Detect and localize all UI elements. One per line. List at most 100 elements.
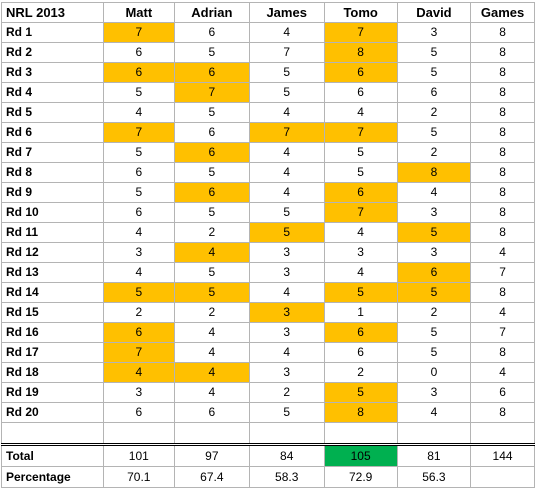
score-cell[interactable]: 4 (470, 302, 535, 323)
percentage-cell[interactable] (470, 466, 535, 488)
score-cell[interactable]: 8 (470, 22, 535, 43)
total-cell[interactable]: 97 (173, 443, 250, 467)
round-label[interactable]: Rd 17 (1, 342, 104, 363)
score-cell[interactable]: 3 (248, 242, 325, 263)
round-label[interactable]: Rd 11 (1, 222, 104, 243)
score-cell[interactable]: 5 (396, 222, 472, 243)
score-cell[interactable]: 5 (396, 122, 472, 143)
percentage-cell[interactable]: 72.9 (323, 466, 398, 488)
score-cell[interactable]: 2 (248, 382, 325, 403)
score-cell[interactable]: 8 (470, 62, 535, 83)
score-cell[interactable]: 8 (470, 402, 535, 423)
score-cell[interactable]: 4 (248, 102, 325, 123)
score-cell[interactable]: 3 (248, 262, 325, 283)
score-cell[interactable]: 7 (323, 122, 398, 143)
score-cell[interactable]: 4 (396, 182, 472, 203)
score-cell[interactable]: 2 (396, 102, 472, 123)
percentage-cell[interactable]: 70.1 (102, 466, 175, 488)
round-label[interactable]: Rd 4 (1, 82, 104, 103)
score-cell[interactable]: 4 (248, 162, 325, 183)
score-cell[interactable]: 4 (102, 222, 175, 243)
score-cell[interactable]: 3 (102, 242, 175, 263)
round-label[interactable]: Rd 3 (1, 62, 104, 83)
corner-cell[interactable]: NRL 2013 (1, 2, 104, 23)
score-cell[interactable]: 6 (396, 82, 472, 103)
round-label[interactable]: Rd 10 (1, 202, 104, 223)
score-cell[interactable]: 8 (470, 282, 535, 303)
score-cell[interactable]: 6 (173, 122, 250, 143)
score-cell[interactable]: 4 (248, 282, 325, 303)
score-cell[interactable]: 8 (470, 82, 535, 103)
column-header-games[interactable]: Games (470, 2, 535, 23)
score-cell[interactable]: 5 (396, 322, 472, 343)
score-cell[interactable]: 5 (248, 402, 325, 423)
score-cell[interactable]: 3 (248, 362, 325, 383)
score-cell[interactable]: 7 (102, 122, 175, 143)
round-label[interactable]: Rd 20 (1, 402, 104, 423)
score-cell[interactable]: 7 (102, 22, 175, 43)
score-cell[interactable]: 5 (248, 82, 325, 103)
score-cell[interactable]: 4 (396, 402, 472, 423)
round-label[interactable]: Rd 16 (1, 322, 104, 343)
blank-cell[interactable] (102, 422, 175, 445)
score-cell[interactable]: 8 (470, 342, 535, 363)
score-cell[interactable]: 6 (102, 402, 175, 423)
score-cell[interactable]: 6 (173, 182, 250, 203)
round-label[interactable]: Rd 15 (1, 302, 104, 323)
score-cell[interactable]: 4 (323, 262, 398, 283)
score-cell[interactable]: 4 (173, 322, 250, 343)
score-cell[interactable]: 6 (173, 22, 250, 43)
total-cell[interactable]: 84 (248, 443, 325, 467)
score-cell[interactable]: 2 (396, 142, 472, 163)
score-cell[interactable]: 1 (323, 302, 398, 323)
score-cell[interactable]: 8 (470, 202, 535, 223)
score-cell[interactable]: 3 (323, 242, 398, 263)
blank-cell[interactable] (323, 422, 398, 445)
score-cell[interactable]: 6 (173, 142, 250, 163)
score-cell[interactable]: 3 (396, 22, 472, 43)
score-cell[interactable]: 6 (102, 322, 175, 343)
score-cell[interactable]: 4 (173, 382, 250, 403)
percentage-label[interactable]: Percentage (1, 466, 104, 488)
score-cell[interactable]: 8 (396, 162, 472, 183)
round-label[interactable]: Rd 18 (1, 362, 104, 383)
total-cell[interactable]: 105 (323, 443, 398, 467)
percentage-cell[interactable]: 58.3 (248, 466, 325, 488)
score-cell[interactable]: 8 (470, 42, 535, 63)
score-cell[interactable]: 5 (102, 282, 175, 303)
score-cell[interactable]: 4 (173, 342, 250, 363)
score-cell[interactable]: 4 (173, 362, 250, 383)
score-cell[interactable]: 3 (396, 242, 472, 263)
score-cell[interactable]: 4 (102, 102, 175, 123)
score-cell[interactable]: 2 (102, 302, 175, 323)
score-cell[interactable]: 5 (323, 282, 398, 303)
round-label[interactable]: Rd 2 (1, 42, 104, 63)
score-cell[interactable]: 4 (102, 362, 175, 383)
round-label[interactable]: Rd 6 (1, 122, 104, 143)
score-cell[interactable]: 6 (323, 322, 398, 343)
score-cell[interactable]: 7 (173, 82, 250, 103)
score-cell[interactable]: 2 (323, 362, 398, 383)
score-cell[interactable]: 5 (173, 102, 250, 123)
total-cell[interactable]: 144 (470, 443, 535, 467)
score-cell[interactable]: 2 (173, 222, 250, 243)
score-cell[interactable]: 5 (323, 162, 398, 183)
percentage-cell[interactable]: 56.3 (396, 466, 472, 488)
score-cell[interactable]: 4 (173, 242, 250, 263)
score-cell[interactable]: 4 (248, 22, 325, 43)
score-cell[interactable]: 5 (323, 142, 398, 163)
score-cell[interactable]: 7 (323, 202, 398, 223)
round-label[interactable]: Rd 14 (1, 282, 104, 303)
total-cell[interactable]: 101 (102, 443, 175, 467)
score-cell[interactable]: 4 (323, 102, 398, 123)
score-cell[interactable]: 4 (470, 242, 535, 263)
round-label[interactable]: Rd 9 (1, 182, 104, 203)
score-cell[interactable]: 3 (248, 302, 325, 323)
round-label[interactable]: Rd 7 (1, 142, 104, 163)
score-cell[interactable]: 4 (323, 222, 398, 243)
score-cell[interactable]: 7 (102, 342, 175, 363)
score-cell[interactable]: 7 (470, 322, 535, 343)
score-cell[interactable]: 6 (323, 82, 398, 103)
score-cell[interactable]: 5 (248, 202, 325, 223)
score-cell[interactable]: 5 (173, 202, 250, 223)
